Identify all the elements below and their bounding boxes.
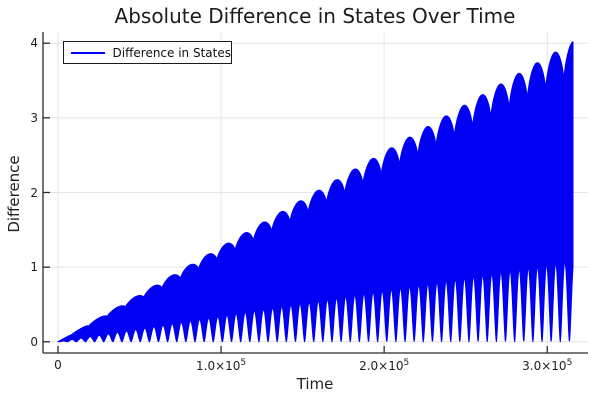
y-tick-label: 0	[30, 334, 38, 349]
chart-title: Absolute Difference in States Over Time	[114, 4, 516, 28]
difference-series	[57, 41, 574, 343]
x-axis-label: Time	[296, 375, 334, 393]
y-tick-label: 1	[30, 260, 38, 275]
legend: Difference in States	[63, 41, 232, 64]
x-tick-label: 1.0×105	[196, 358, 247, 373]
x-tick-label: 0	[54, 358, 62, 372]
legend-line-sample-icon	[71, 51, 105, 54]
x-tick-label: 2.0×105	[359, 358, 410, 373]
y-tick-label: 4	[30, 36, 38, 51]
y-tick-label: 3	[30, 110, 38, 125]
x-tick-label: 3.0×105	[522, 358, 573, 373]
y-tick-label: 2	[30, 185, 38, 200]
legend-label: Difference in States	[112, 45, 231, 60]
